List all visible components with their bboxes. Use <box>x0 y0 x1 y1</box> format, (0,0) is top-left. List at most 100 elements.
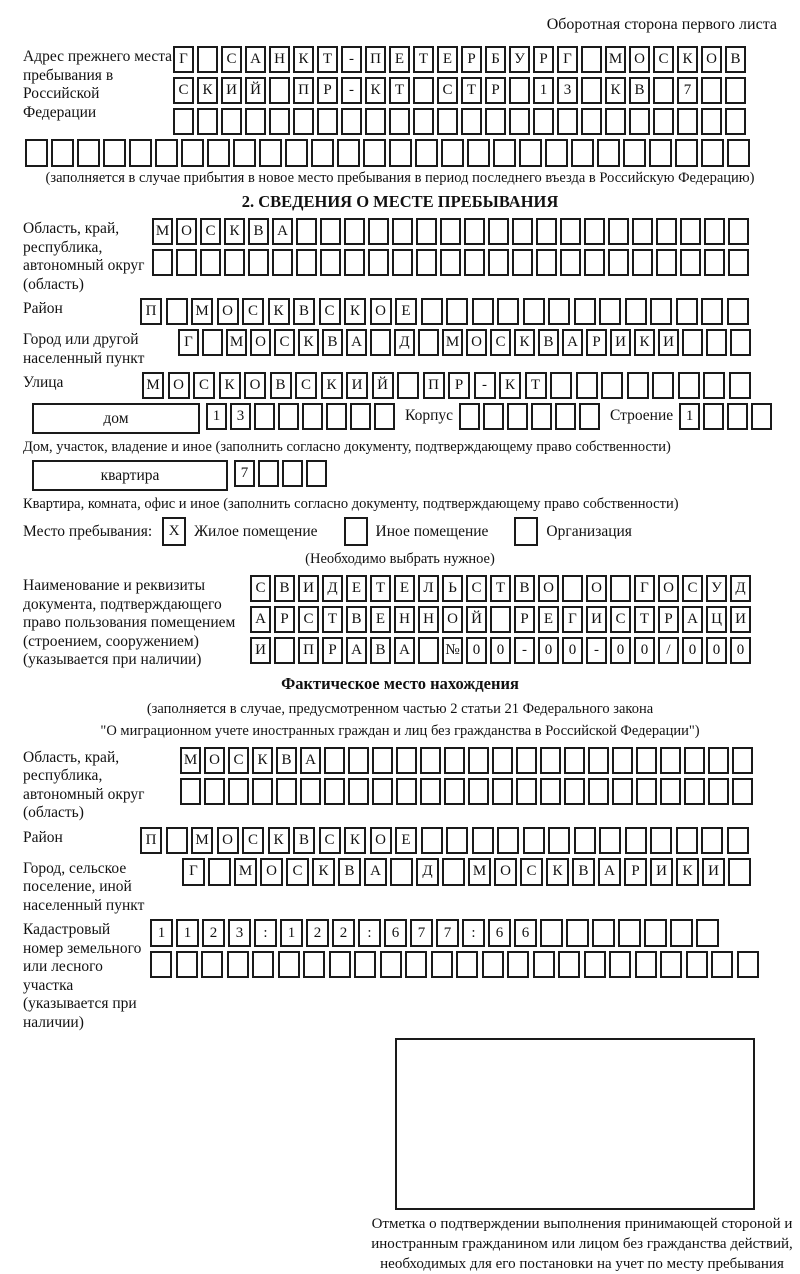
grid-cell[interactable]: О <box>466 329 487 356</box>
grid-cell[interactable] <box>725 77 746 104</box>
grid-cell[interactable] <box>372 777 393 805</box>
grid-cell[interactable] <box>726 826 749 854</box>
grid-cell[interactable]: С <box>200 218 221 245</box>
grid-cell[interactable]: В <box>338 857 361 886</box>
grid-cell[interactable] <box>328 951 351 978</box>
grid-cell[interactable] <box>326 403 347 430</box>
grid-cell[interactable] <box>420 826 443 854</box>
grid-cell[interactable]: П <box>140 826 162 854</box>
grid-cell[interactable] <box>675 139 698 167</box>
grid-cell[interactable] <box>418 637 439 664</box>
grid-cell[interactable] <box>165 826 188 854</box>
grid-cell[interactable]: Д <box>394 329 415 356</box>
grid-cell[interactable]: В <box>269 372 292 399</box>
grid-cell[interactable] <box>566 919 589 947</box>
grid-cell[interactable]: 2 <box>202 919 225 947</box>
grid-cell[interactable] <box>442 857 465 886</box>
grid-cell[interactable]: 0 <box>610 637 631 664</box>
grid-cell[interactable] <box>397 372 419 399</box>
grid-cell[interactable]: 2 <box>332 919 355 947</box>
grid-cell[interactable] <box>540 919 563 947</box>
grid-cell[interactable]: Б <box>485 46 506 73</box>
grid-cell[interactable]: Л <box>418 575 439 602</box>
grid-cell[interactable] <box>610 575 631 602</box>
grid-cell[interactable] <box>368 249 389 276</box>
grid-cell[interactable]: С <box>173 77 194 104</box>
grid-cell[interactable] <box>728 249 749 276</box>
grid-cell[interactable] <box>629 108 650 135</box>
grid-cell[interactable]: О <box>658 575 679 602</box>
grid-cell[interactable] <box>420 746 441 774</box>
grid-cell[interactable]: О <box>586 575 607 602</box>
grid-cell[interactable]: Р <box>533 46 554 73</box>
grid-cell[interactable] <box>652 372 674 399</box>
grid-cell[interactable] <box>732 777 753 805</box>
grid-cell[interactable]: Е <box>394 575 415 602</box>
grid-cell[interactable] <box>660 777 681 805</box>
grid-cell[interactable] <box>303 951 325 978</box>
grid-cell[interactable] <box>732 746 753 774</box>
grid-cell[interactable]: С <box>318 298 341 325</box>
grid-cell[interactable] <box>701 108 722 135</box>
grid-cell[interactable] <box>420 777 441 805</box>
grid-cell[interactable] <box>612 746 633 774</box>
grid-cell[interactable]: У <box>706 575 727 602</box>
grid-cell[interactable]: К <box>344 826 366 854</box>
grid-cell[interactable] <box>685 951 708 978</box>
grid-cell[interactable]: М <box>152 218 173 245</box>
grid-cell[interactable] <box>726 298 749 325</box>
checkbox-inoe[interactable] <box>343 517 368 546</box>
grid-cell[interactable]: М <box>605 46 626 73</box>
grid-cell[interactable] <box>728 218 749 245</box>
grid-cell[interactable]: / <box>658 637 679 664</box>
grid-cell[interactable] <box>468 746 489 774</box>
grid-cell[interactable] <box>389 139 412 167</box>
grid-cell[interactable]: Г <box>178 329 199 356</box>
grid-cell[interactable]: О <box>629 46 650 73</box>
grid-cell[interactable]: В <box>514 575 535 602</box>
grid-cell[interactable] <box>226 951 249 978</box>
grid-cell[interactable]: 3 <box>230 403 251 430</box>
grid-cell[interactable] <box>675 298 698 325</box>
grid-cell[interactable]: К <box>365 77 386 104</box>
grid-cell[interactable] <box>706 329 727 356</box>
grid-cell[interactable] <box>548 826 570 854</box>
grid-cell[interactable]: Т <box>524 372 547 399</box>
grid-cell[interactable] <box>601 372 623 399</box>
grid-cell[interactable] <box>536 218 557 245</box>
grid-cell[interactable]: П <box>365 46 386 73</box>
grid-cell[interactable]: О <box>701 46 722 73</box>
grid-cell[interactable] <box>632 249 653 276</box>
grid-cell[interactable]: А <box>346 329 367 356</box>
grid-cell[interactable]: С <box>466 575 487 602</box>
grid-cell[interactable]: В <box>725 46 746 73</box>
grid-cell[interactable] <box>682 329 703 356</box>
grid-cell[interactable] <box>512 249 533 276</box>
grid-cell[interactable] <box>165 298 188 325</box>
grid-cell[interactable] <box>464 249 485 276</box>
grid-cell[interactable] <box>370 329 391 356</box>
grid-cell[interactable] <box>612 777 633 805</box>
grid-cell[interactable]: К <box>267 826 290 854</box>
grid-cell[interactable] <box>201 951 223 978</box>
grid-cell[interactable]: К <box>312 857 335 886</box>
grid-cell[interactable] <box>252 951 274 978</box>
grid-cell[interactable]: Г <box>173 46 194 73</box>
grid-cell[interactable] <box>464 218 485 245</box>
grid-cell[interactable]: К <box>320 372 343 399</box>
grid-cell[interactable] <box>656 218 677 245</box>
grid-cell[interactable] <box>296 249 317 276</box>
grid-cell[interactable] <box>440 218 461 245</box>
grid-cell[interactable]: - <box>473 372 496 399</box>
grid-cell[interactable] <box>258 460 279 487</box>
grid-cell[interactable] <box>461 108 482 135</box>
grid-cell[interactable] <box>680 249 701 276</box>
grid-cell[interactable]: Д <box>416 857 439 886</box>
grid-cell[interactable] <box>497 826 519 854</box>
grid-cell[interactable]: О <box>250 329 271 356</box>
grid-cell[interactable] <box>624 826 647 854</box>
grid-cell[interactable] <box>204 777 225 805</box>
grid-cell[interactable]: О <box>369 826 392 854</box>
grid-cell[interactable] <box>653 77 674 104</box>
grid-cell[interactable]: О <box>216 298 239 325</box>
